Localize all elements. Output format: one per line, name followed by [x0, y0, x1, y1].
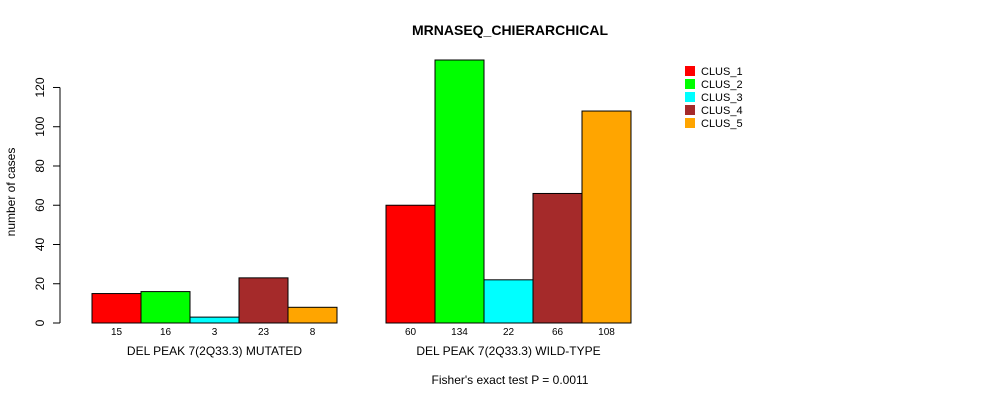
bar-value-label: 8: [310, 327, 316, 338]
y-axis: 0 20 40 60 80 100 120: [33, 77, 61, 326]
bar-value-label: 15: [111, 327, 123, 338]
bar: [91, 293, 142, 324]
bar-value-label: 3: [212, 327, 218, 338]
legend-label: CLUS_3: [701, 92, 743, 104]
bar: [434, 59, 485, 324]
y-tick-label: 120: [33, 77, 47, 97]
legend-swatch: [685, 92, 695, 102]
bar-value-label: 60: [405, 327, 417, 338]
group-label: DEL PEAK 7(2Q33.3) MUTATED: [127, 344, 302, 358]
legend-label: CLUS_5: [701, 118, 743, 130]
group-labels: DEL PEAK 7(2Q33.3) MUTATED DEL PEAK 7(2Q3…: [127, 344, 601, 358]
bar-value-label: 23: [258, 327, 270, 338]
y-tick-label: 60: [33, 198, 47, 212]
bar: [287, 306, 338, 324]
chart-title: MRNASEQ_CHIERARCHICAL: [412, 22, 608, 38]
legend-swatch: [685, 118, 695, 128]
y-tick-label: 100: [33, 116, 47, 136]
bar: [581, 110, 632, 324]
bar: [532, 192, 583, 324]
bar: [189, 316, 240, 324]
bar: [385, 204, 436, 324]
bar: [238, 277, 289, 324]
bar-value-labels: 15 16 3 23 8 60 134 22 66 108: [111, 327, 615, 338]
bar-value-label: 16: [160, 327, 172, 338]
group-label: DEL PEAK 7(2Q33.3) WILD-TYPE: [416, 344, 600, 358]
legend-swatch: [685, 66, 695, 76]
legend-label: CLUS_1: [701, 66, 743, 78]
legend-label: CLUS_2: [701, 79, 743, 91]
bar-value-label: 108: [598, 327, 615, 338]
bar: [140, 291, 191, 324]
y-tick-label: 20: [33, 277, 47, 291]
legend-swatch: [685, 105, 695, 115]
legend-swatch: [685, 79, 695, 89]
y-tick-label: 40: [33, 237, 47, 251]
y-tick-label: 0: [33, 319, 47, 326]
legend-label: CLUS_4: [701, 105, 743, 117]
footnote: Fisher's exact test P = 0.0011: [432, 373, 589, 387]
bars: [91, 59, 632, 324]
bar: [483, 279, 534, 324]
bar-value-label: 66: [552, 327, 564, 338]
y-axis-label: number of cases: [4, 148, 18, 237]
bar-value-label: 134: [451, 327, 468, 338]
bar-value-label: 22: [503, 327, 515, 338]
y-tick-label: 80: [33, 159, 47, 173]
